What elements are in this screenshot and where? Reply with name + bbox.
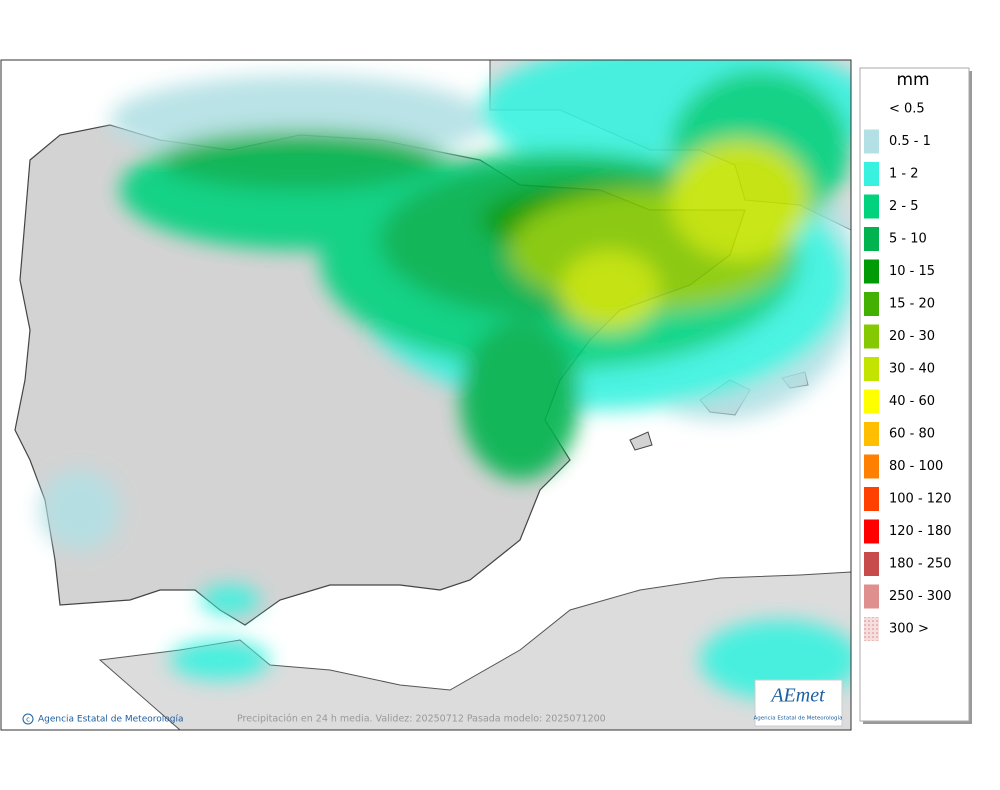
legend-label: 120 - 180 (889, 524, 952, 539)
legend-label: < 0.5 (889, 102, 925, 117)
legend-swatch (864, 129, 879, 154)
logo-subtitle: Agencia Estatal de Meteorología (754, 715, 843, 722)
credit: Agencia Estatal de Meteorología (38, 715, 184, 725)
legend-label: 5 - 10 (889, 232, 927, 247)
legend-label: 30 - 40 (889, 362, 935, 377)
legend-swatch (864, 389, 879, 414)
legend-label: 1 - 2 (889, 167, 919, 182)
legend-swatch (864, 259, 879, 284)
legend-label: 250 - 300 (889, 589, 952, 604)
legend-label: 300 > (889, 622, 929, 637)
legend-swatch (864, 552, 879, 576)
legend-label: 40 - 60 (889, 394, 935, 409)
logo-name: AEmet (769, 685, 825, 707)
map-frame (0, 59, 852, 731)
copyright-icon (22, 713, 34, 725)
ibiza (629, 431, 653, 451)
legend-label: 20 - 30 (889, 329, 935, 344)
legend-swatch (864, 422, 879, 446)
precipitation (40, 60, 851, 700)
legend-swatch (864, 617, 879, 641)
legend-label: 10 - 15 (889, 264, 935, 279)
legend-label: 0.5 - 1 (889, 134, 931, 149)
legend-label: 2 - 5 (889, 199, 919, 214)
legend-swatch (864, 162, 879, 186)
legend-items: < 0.5 0.5 - 1 1 - 2 2 - 5 5 - 10 10 - 15 15 - … (864, 97, 952, 641)
legend-label: 60 - 80 (889, 427, 935, 442)
map (1, 60, 851, 730)
legend-swatch (864, 357, 879, 381)
copyright-c: c (26, 716, 30, 724)
legend-swatch (864, 324, 879, 349)
legend-swatch (864, 454, 879, 479)
legend-swatch (864, 519, 879, 544)
legend-label: 100 - 120 (889, 492, 952, 507)
legend-swatch (864, 292, 879, 316)
legend-label: 80 - 100 (889, 459, 943, 474)
legend-title: mm (896, 70, 929, 90)
logo-box (754, 679, 843, 727)
legend-swatch (864, 97, 879, 121)
legend-label: 15 - 20 (889, 297, 935, 312)
legend-swatch (864, 584, 879, 609)
legend-swatch (864, 194, 879, 219)
caption: Precipitación en 24 h media. Validez: 20… (237, 714, 606, 725)
legend-swatch (864, 487, 879, 511)
legend-swatch (864, 227, 879, 251)
legend-label: 180 - 250 (889, 557, 952, 572)
